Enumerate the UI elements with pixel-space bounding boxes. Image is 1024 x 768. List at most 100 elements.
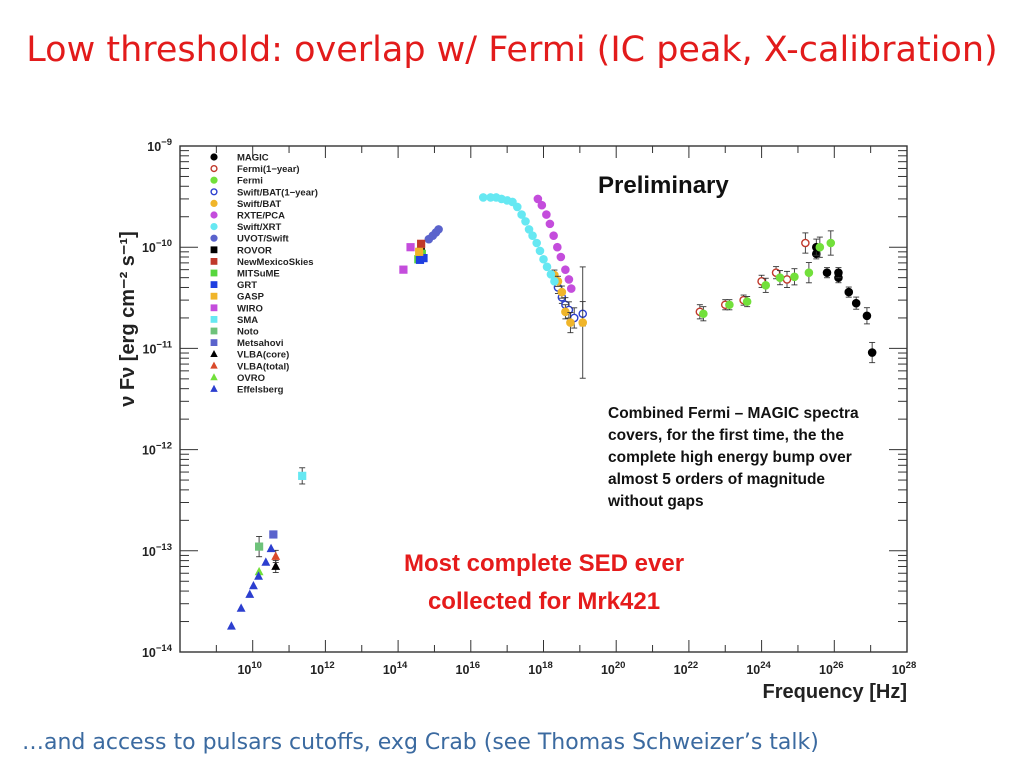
data-point	[508, 197, 517, 207]
legend-marker	[210, 281, 218, 289]
data-point	[271, 551, 281, 560]
data-points	[227, 193, 877, 630]
highlight-line: collected for Mrk421	[428, 588, 660, 615]
legend-label: GRT	[237, 280, 257, 291]
x-tick-label: 1022	[674, 660, 698, 677]
legend-label: NewMexicoSkies	[237, 257, 314, 268]
x-tick-label: 1012	[310, 660, 334, 677]
data-point	[512, 202, 522, 212]
legend-label: Swift/BAT(1−year)	[237, 187, 318, 198]
legend-label: Swift/XRT	[237, 222, 282, 233]
data-point	[236, 603, 246, 612]
legend-marker	[210, 223, 218, 231]
data-point	[550, 277, 559, 286]
data-point	[415, 247, 424, 256]
data-point	[578, 318, 588, 327]
legend-label: Fermi(1−year)	[237, 164, 300, 175]
annotation-line: covers, for the first time, the the	[608, 427, 844, 444]
data-point	[815, 242, 825, 252]
slide-title: Low threshold: overlap w/ Fermi (IC peak…	[26, 30, 998, 70]
x-tick-label: 1016	[456, 660, 480, 677]
data-point	[533, 194, 543, 204]
x-tick-label: 1010	[237, 660, 261, 677]
legend-label: MITSuME	[237, 269, 280, 280]
series-newmexicoskies	[417, 239, 426, 248]
data-point	[271, 561, 281, 570]
legend-label: Swift/BAT	[237, 199, 281, 210]
legend-marker	[210, 153, 218, 161]
data-point	[535, 246, 545, 256]
data-point	[245, 589, 255, 598]
highlight-line: Most complete SED ever	[404, 550, 684, 577]
legend-marker	[210, 327, 218, 335]
data-point	[844, 287, 854, 297]
data-point	[399, 265, 408, 274]
data-point	[553, 242, 562, 252]
legend-label: WIRO	[237, 303, 263, 314]
series-swift-xrt	[478, 193, 559, 286]
legend-marker	[210, 246, 218, 254]
legend-marker	[210, 349, 218, 358]
data-point	[521, 217, 530, 226]
plot-frame	[179, 145, 908, 653]
annotation-line: without gaps	[607, 493, 704, 510]
legend-marker	[210, 269, 218, 277]
data-point	[406, 243, 415, 252]
x-tick-label: 1024	[746, 660, 771, 677]
series-magic	[812, 238, 877, 364]
data-point	[826, 238, 836, 248]
data-point	[261, 557, 271, 566]
y-tick-label: 10−9	[147, 137, 172, 154]
legend-marker	[210, 373, 218, 381]
legend-marker	[210, 339, 218, 347]
legend-label: Noto	[237, 327, 259, 338]
data-point	[775, 273, 785, 282]
slide-footer: …and access to pulsars cutoffs, exg Crab…	[22, 730, 819, 755]
data-point	[564, 275, 574, 284]
series-rxte-pca	[533, 194, 576, 293]
data-point	[549, 231, 558, 240]
data-point	[546, 269, 556, 279]
data-point	[761, 281, 771, 290]
y-tick-label: 10−13	[142, 542, 172, 559]
legend-label: MAGIC	[237, 153, 269, 164]
data-point	[545, 219, 555, 229]
legend-marker	[210, 304, 218, 312]
data-point	[801, 238, 810, 248]
series-sma	[298, 467, 307, 485]
data-point	[699, 309, 708, 319]
data-point	[539, 254, 548, 264]
data-point	[532, 238, 541, 248]
data-point	[867, 348, 877, 357]
data-point	[478, 193, 488, 202]
preliminary-label: Preliminary	[598, 172, 729, 199]
data-point	[517, 210, 526, 219]
legend: MAGICFermi(1−year)FermiSwift/BAT(1−year)…	[210, 153, 318, 396]
data-point	[566, 284, 576, 293]
legend-label: UVOT/Swift	[237, 234, 290, 245]
series-vlba-total	[271, 549, 281, 563]
x-tick-label: 1014	[383, 660, 408, 677]
data-point	[742, 297, 752, 306]
y-tick-label: 10−10	[142, 238, 172, 255]
legend-marker	[210, 384, 218, 392]
legend-label: GASP	[237, 292, 265, 303]
series-effelsberg	[227, 543, 276, 630]
y-tick-label: 10−11	[143, 339, 173, 356]
data-point	[822, 268, 832, 277]
data-point	[782, 275, 792, 284]
x-tick-label: 1028	[892, 660, 916, 677]
series-grt	[415, 254, 428, 264]
legend-label: OVRO	[237, 373, 265, 384]
data-point	[542, 262, 552, 272]
data-point	[790, 272, 799, 282]
data-point	[249, 580, 258, 590]
series-uvot-swift	[424, 225, 443, 244]
legend-label: Metsahovi	[237, 338, 283, 349]
axis-ticks	[179, 145, 908, 653]
series-gasp	[415, 247, 424, 256]
data-point	[834, 268, 843, 277]
data-point	[557, 287, 567, 297]
legend-marker	[210, 176, 218, 184]
